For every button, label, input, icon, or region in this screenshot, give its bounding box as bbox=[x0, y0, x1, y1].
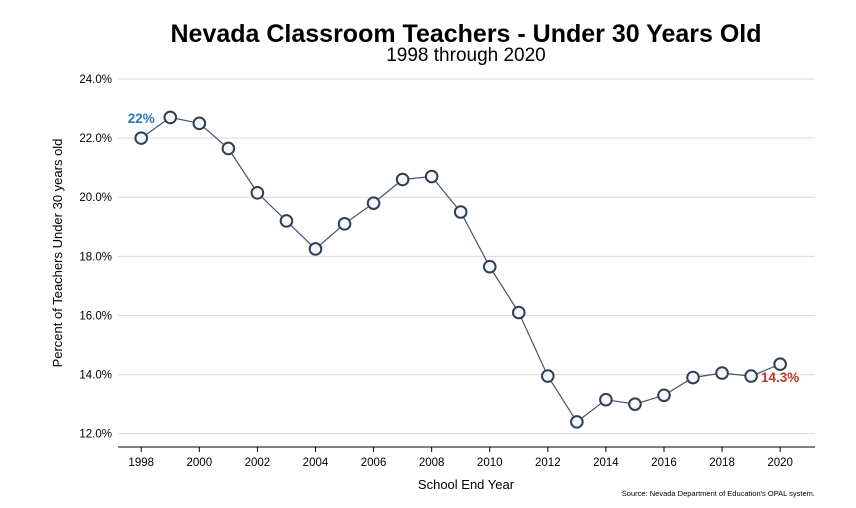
data-point bbox=[715, 366, 729, 380]
data-point bbox=[570, 415, 584, 429]
x-tick-label: 1998 bbox=[128, 457, 154, 469]
chart-subtitle: 1998 through 2020 bbox=[386, 45, 546, 66]
y-tick-label: 24.0% bbox=[79, 74, 112, 86]
data-point bbox=[395, 172, 410, 187]
y-axis-ticks: 12.0% 14.0% 16.0% 18.0% 20.0% 22.0% 24.0% bbox=[79, 74, 112, 441]
data-point bbox=[657, 388, 671, 403]
x-tick-label: 2004 bbox=[303, 457, 329, 469]
data-point bbox=[163, 110, 178, 125]
data-point bbox=[250, 185, 265, 200]
y-tick-label: 18.0% bbox=[79, 251, 112, 263]
data-point bbox=[424, 169, 439, 184]
data-point bbox=[541, 369, 555, 383]
x-axis-label: School End Year bbox=[418, 477, 515, 492]
data-label: 14.3% bbox=[761, 370, 799, 385]
data-point bbox=[308, 242, 323, 256]
x-tick-label: 2012 bbox=[535, 457, 561, 469]
series-line bbox=[140, 116, 781, 423]
data-point bbox=[599, 392, 613, 407]
gridlines bbox=[118, 78, 815, 435]
x-tick-label: 2006 bbox=[361, 457, 387, 469]
x-tick-label: 2014 bbox=[593, 457, 619, 469]
y-tick-label: 16.0% bbox=[79, 310, 112, 322]
data-point bbox=[192, 116, 207, 131]
y-tick-label: 12.0% bbox=[79, 429, 112, 441]
data-point bbox=[366, 196, 381, 210]
y-tick-label: 20.0% bbox=[79, 192, 112, 204]
data-point bbox=[134, 131, 149, 145]
data-point bbox=[482, 259, 497, 274]
y-tick-label: 22.0% bbox=[79, 133, 112, 145]
data-point bbox=[686, 370, 700, 385]
x-tick-label: 2002 bbox=[245, 457, 271, 469]
x-axis-ticks: 1998 2000 2002 2004 2006 2008 2010 2012 2014 2016… bbox=[128, 447, 793, 469]
data-point bbox=[453, 205, 468, 219]
data-point bbox=[279, 214, 294, 228]
data-label: 22% bbox=[128, 111, 155, 126]
x-tick-label: 2020 bbox=[767, 457, 793, 469]
x-tick-label: 2018 bbox=[709, 457, 735, 469]
y-axis-label: Percent of Teachers Under 30 years old bbox=[50, 139, 65, 368]
data-point bbox=[511, 305, 526, 320]
y-tick-label: 14.0% bbox=[79, 370, 112, 382]
annotations: 22% 14.3% bbox=[128, 111, 800, 385]
x-tick-label: 2010 bbox=[477, 457, 503, 469]
data-point bbox=[221, 141, 236, 156]
x-tick-label: 2008 bbox=[419, 457, 445, 469]
data-points bbox=[134, 110, 787, 429]
x-tick-label: 2016 bbox=[651, 457, 677, 469]
data-point bbox=[773, 357, 787, 372]
data-point bbox=[744, 369, 758, 383]
data-point bbox=[628, 397, 642, 411]
data-point bbox=[337, 217, 352, 231]
x-tick-label: 2000 bbox=[187, 457, 213, 469]
chart-title: Nevada Classroom Teachers - Under 30 Yea… bbox=[170, 20, 761, 48]
source-note: Source: Nevada Department of Education's… bbox=[622, 489, 815, 498]
